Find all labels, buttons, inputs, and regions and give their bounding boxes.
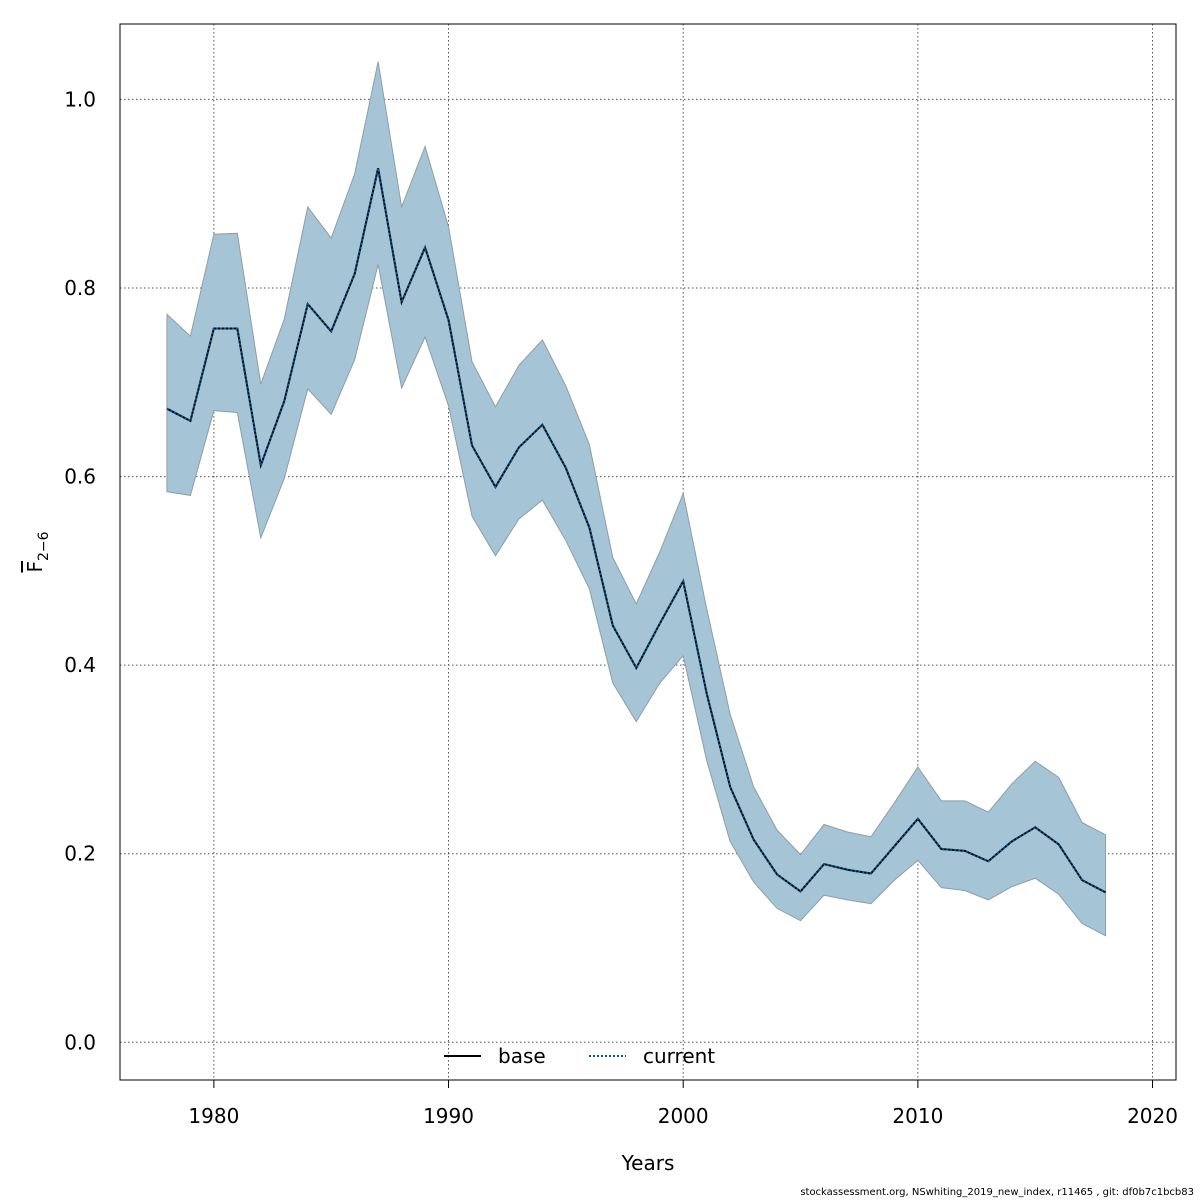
y-tick-label: 0.0: [64, 1030, 96, 1054]
x-tick-label: 1980: [188, 1104, 239, 1128]
plot-frame: [119, 23, 1177, 1081]
y-axis-title-main: F: [23, 561, 47, 573]
x-axis: 1980 1990 2000 2010 2020: [188, 1079, 1178, 1128]
y-tick-label: 0.4: [64, 653, 96, 677]
y-axis: 0.0 0.2 0.4 0.6 0.8 1.0: [64, 87, 96, 1054]
x-tick-label: 2000: [658, 1104, 709, 1128]
grid-lines: [120, 24, 1176, 1080]
legend-label-base: base: [498, 1044, 546, 1068]
x-axis-title: Years: [621, 1151, 675, 1175]
legend-label-current: current: [643, 1044, 715, 1068]
svg-text:F2−6: F2−6: [23, 531, 52, 572]
series-line-current: [166, 168, 1107, 894]
x-tick-label: 2020: [1127, 1104, 1178, 1128]
y-axis-title-sub: 2−6: [36, 531, 52, 561]
legend: base current: [444, 1044, 715, 1068]
y-tick-label: 1.0: [64, 87, 96, 111]
y-tick-label: 0.8: [64, 276, 96, 300]
x-tick-label: 1990: [423, 1104, 474, 1128]
confidence-band-area: [166, 61, 1107, 937]
y-axis-title: F2−6: [23, 531, 52, 572]
y-tick-label: 0.2: [64, 842, 96, 866]
footer-note: stockassessment.org, NSwhiting_2019_new_…: [800, 1187, 1194, 1198]
confidence-band: [166, 61, 1107, 937]
y-tick-label: 0.6: [64, 465, 96, 489]
x-tick-label: 2010: [892, 1104, 943, 1128]
series-lines: [166, 168, 1107, 894]
